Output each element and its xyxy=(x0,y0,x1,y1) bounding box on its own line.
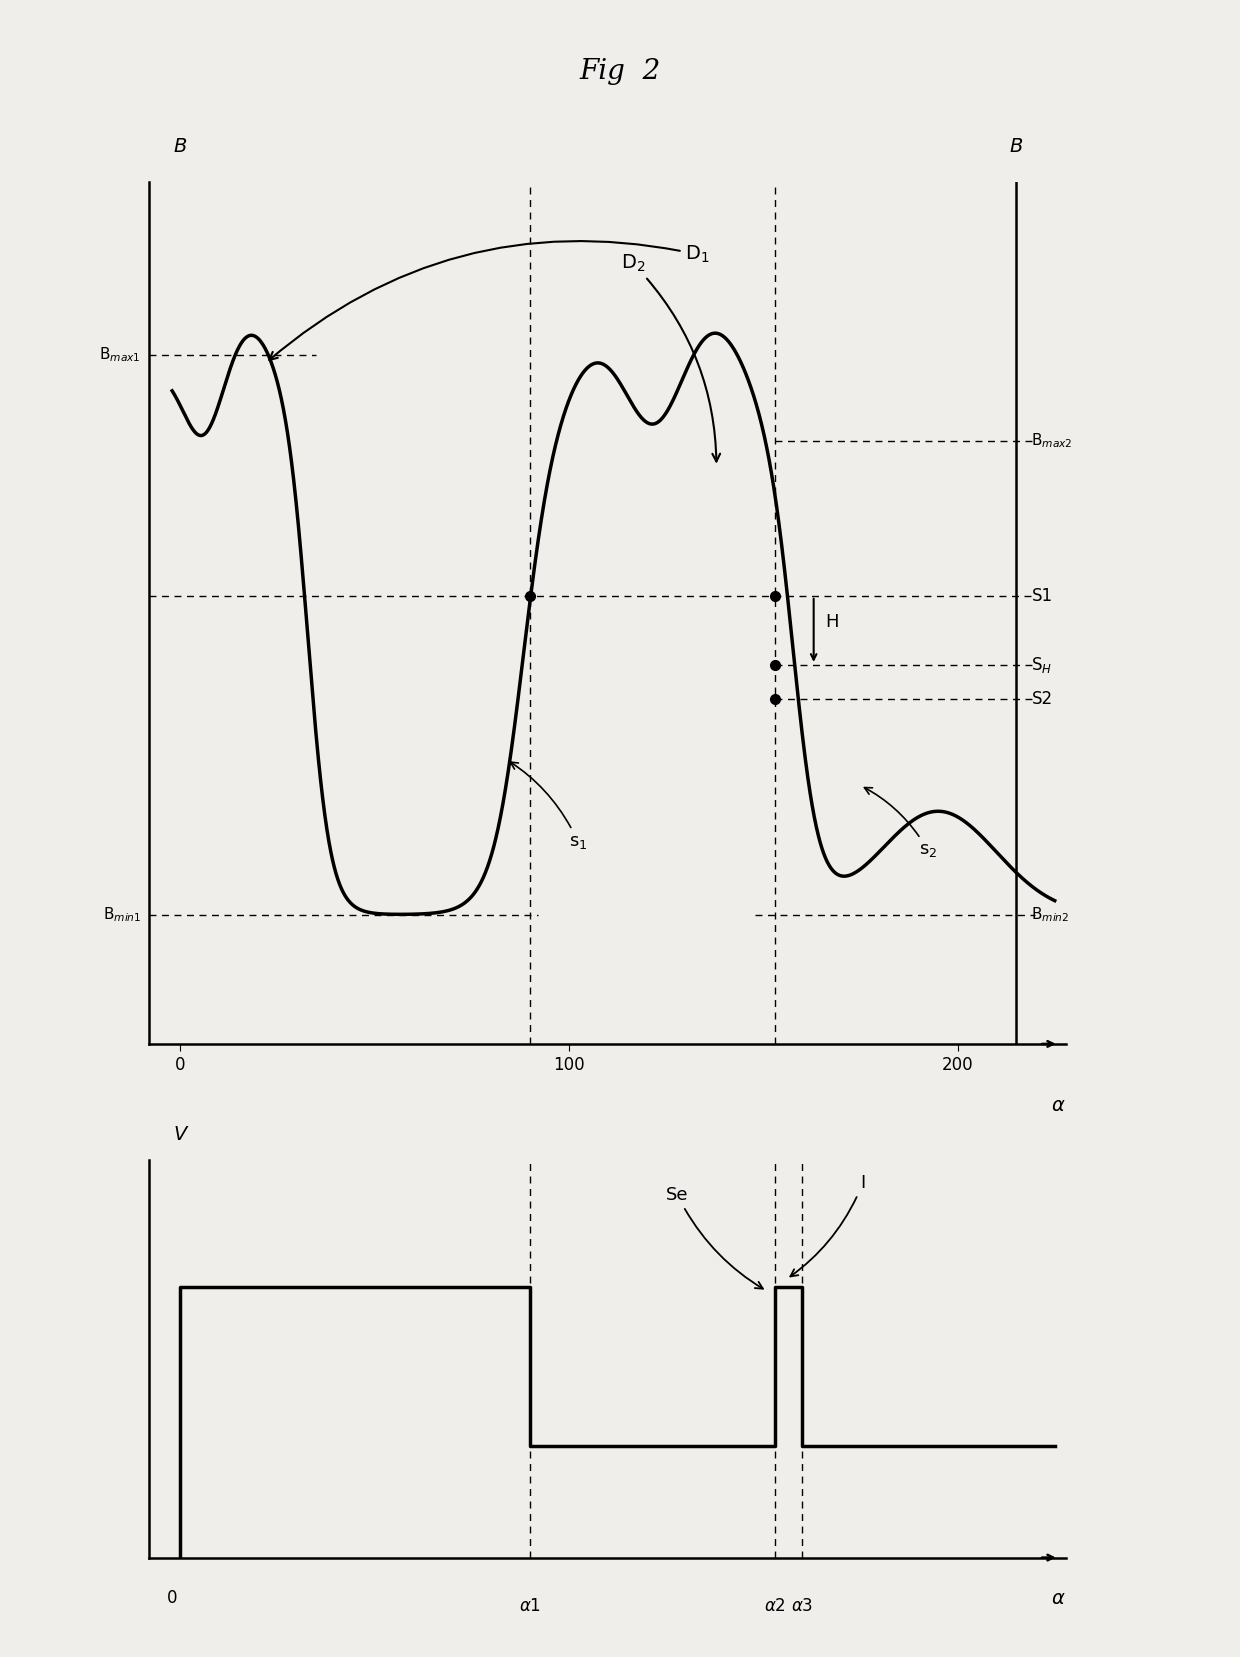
Text: $\alpha$2: $\alpha$2 xyxy=(764,1597,786,1616)
Text: B$_{max2}$: B$_{max2}$ xyxy=(1032,431,1073,451)
Text: B: B xyxy=(1009,138,1023,156)
Text: B: B xyxy=(174,138,186,156)
Text: $\alpha$3: $\alpha$3 xyxy=(791,1597,813,1616)
Text: V: V xyxy=(174,1125,186,1143)
Text: S1: S1 xyxy=(1032,587,1053,605)
Text: Se: Se xyxy=(666,1186,763,1289)
Text: B$_{max1}$: B$_{max1}$ xyxy=(99,345,141,365)
Text: $\alpha$: $\alpha$ xyxy=(1052,1095,1066,1115)
Text: B$_{min2}$: B$_{min2}$ xyxy=(1032,905,1070,925)
Text: S$_H$: S$_H$ xyxy=(1032,655,1053,674)
Text: I: I xyxy=(790,1173,866,1276)
Text: 0: 0 xyxy=(167,1589,177,1607)
Text: s$_1$: s$_1$ xyxy=(511,762,588,850)
Text: $\alpha$1: $\alpha$1 xyxy=(518,1597,541,1616)
Text: H: H xyxy=(826,613,838,631)
Text: Fig  2: Fig 2 xyxy=(579,58,661,85)
Text: D$_2$: D$_2$ xyxy=(620,252,720,462)
Text: D$_1$: D$_1$ xyxy=(269,240,711,360)
Text: B$_{min1}$: B$_{min1}$ xyxy=(103,905,141,925)
Text: S2: S2 xyxy=(1032,691,1053,708)
Text: s$_2$: s$_2$ xyxy=(864,787,937,860)
Text: $\alpha$: $\alpha$ xyxy=(1052,1589,1066,1609)
